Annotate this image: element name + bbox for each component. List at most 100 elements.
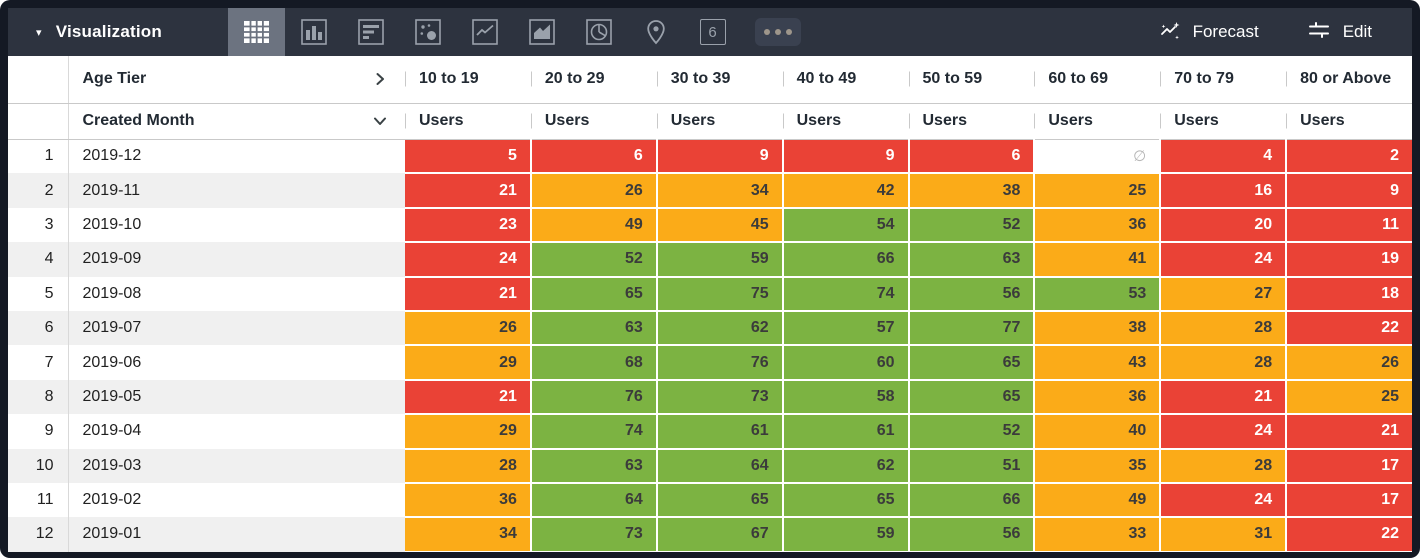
value-cell[interactable]: 65 <box>656 482 784 519</box>
value-cell[interactable]: 28 <box>1160 310 1288 347</box>
value-cell[interactable]: 62 <box>782 448 910 484</box>
value-cell[interactable]: 36 <box>405 482 532 519</box>
value-cell[interactable]: 26 <box>1286 345 1412 381</box>
measure-header[interactable]: Users <box>656 103 783 140</box>
value-cell[interactable]: 24 <box>1160 414 1288 450</box>
value-cell[interactable]: 66 <box>908 482 1036 519</box>
value-cell[interactable]: 51 <box>908 448 1036 484</box>
month-cell[interactable]: 2019-02 <box>82 491 142 509</box>
value-cell[interactable]: 68 <box>530 345 658 381</box>
value-cell[interactable]: 41 <box>1034 242 1162 278</box>
viz-type-table-button[interactable] <box>228 8 285 56</box>
column-header[interactable]: 40 to 49 <box>782 56 909 104</box>
value-cell[interactable]: 24 <box>1160 482 1288 519</box>
value-cell[interactable]: 61 <box>656 414 784 450</box>
value-cell[interactable]: 57 <box>782 310 910 347</box>
value-cell[interactable]: 31 <box>1160 517 1288 552</box>
value-cell[interactable]: 21 <box>1286 414 1412 450</box>
chevron-right-icon[interactable] <box>371 70 389 88</box>
value-cell[interactable]: 73 <box>530 517 658 552</box>
value-cell[interactable]: 20 <box>1160 207 1288 244</box>
value-cell[interactable]: 49 <box>1034 482 1162 519</box>
value-cell[interactable]: 5 <box>405 139 532 175</box>
value-cell[interactable]: 65 <box>530 276 658 312</box>
visualization-section-toggle[interactable]: ▾ Visualization <box>8 22 228 42</box>
viz-type-scatter-button[interactable] <box>399 8 456 56</box>
value-cell[interactable]: 28 <box>1160 448 1288 484</box>
value-cell[interactable]: 26 <box>405 310 532 347</box>
value-cell[interactable]: 23 <box>405 207 532 244</box>
value-cell[interactable]: 17 <box>1286 482 1412 519</box>
measure-header[interactable]: Users <box>1034 103 1161 140</box>
value-cell[interactable]: 21 <box>405 276 532 312</box>
value-cell[interactable]: 9 <box>656 139 784 175</box>
value-cell[interactable]: 34 <box>656 173 784 209</box>
measure-header[interactable]: Users <box>782 103 909 140</box>
value-cell[interactable]: 43 <box>1034 345 1162 381</box>
value-cell[interactable]: 63 <box>530 448 658 484</box>
value-cell[interactable]: 4 <box>1160 139 1288 175</box>
viz-type-pie-button[interactable] <box>570 8 627 56</box>
column-header[interactable]: 70 to 79 <box>1160 56 1287 104</box>
more-viz-types-button[interactable] <box>755 18 801 46</box>
value-cell[interactable]: 54 <box>782 207 910 244</box>
value-cell[interactable]: 56 <box>908 517 1036 552</box>
value-cell[interactable]: 66 <box>782 242 910 278</box>
value-cell[interactable]: 56 <box>908 276 1036 312</box>
value-cell[interactable]: 52 <box>908 207 1036 244</box>
value-cell[interactable]: 58 <box>782 379 910 416</box>
value-cell[interactable]: 9 <box>1286 173 1412 209</box>
value-cell[interactable]: 29 <box>405 414 532 450</box>
month-cell[interactable]: 2019-05 <box>82 387 142 405</box>
value-cell[interactable]: 9 <box>782 139 910 175</box>
viz-type-line-button[interactable] <box>456 8 513 56</box>
value-cell[interactable]: 16 <box>1160 173 1288 209</box>
month-cell[interactable]: 2019-12 <box>82 147 142 165</box>
value-cell[interactable]: 19 <box>1286 242 1412 278</box>
viz-type-bar-button[interactable] <box>285 8 342 56</box>
value-cell[interactable]: 65 <box>782 482 910 519</box>
value-cell[interactable]: 52 <box>530 242 658 278</box>
value-cell[interactable]: 21 <box>405 173 532 209</box>
value-cell[interactable]: 21 <box>1160 379 1288 416</box>
value-cell[interactable]: 77 <box>908 310 1036 347</box>
viz-type-single-value-button[interactable]: 6 <box>684 8 741 56</box>
value-cell[interactable]: 65 <box>908 345 1036 381</box>
month-cell[interactable]: 2019-10 <box>82 215 142 233</box>
column-header[interactable]: 50 to 59 <box>908 56 1035 104</box>
value-cell[interactable]: 34 <box>405 517 532 552</box>
value-cell[interactable]: 75 <box>656 276 784 312</box>
value-cell[interactable]: 65 <box>908 379 1036 416</box>
value-cell[interactable]: 62 <box>656 310 784 347</box>
chevron-down-icon[interactable] <box>371 112 389 130</box>
viz-type-horizontal-bar-button[interactable] <box>342 8 399 56</box>
value-cell[interactable]: 36 <box>1034 207 1162 244</box>
value-cell[interactable]: 74 <box>782 276 910 312</box>
month-cell[interactable]: 2019-01 <box>82 525 142 543</box>
column-header[interactable]: 30 to 39 <box>656 56 783 104</box>
value-cell[interactable]: 24 <box>405 242 532 278</box>
value-cell[interactable]: 61 <box>782 414 910 450</box>
value-cell[interactable]: 38 <box>908 173 1036 209</box>
value-cell[interactable]: 22 <box>1286 310 1412 347</box>
value-cell[interactable]: 2 <box>1286 139 1412 175</box>
value-cell[interactable]: 6 <box>908 139 1036 175</box>
value-cell[interactable]: 74 <box>530 414 658 450</box>
value-cell[interactable]: 49 <box>530 207 658 244</box>
month-cell[interactable]: 2019-06 <box>82 353 142 371</box>
measure-header[interactable]: Users <box>1286 103 1412 140</box>
value-cell[interactable]: 53 <box>1034 276 1162 312</box>
month-cell[interactable]: 2019-11 <box>82 181 141 199</box>
value-cell[interactable]: 59 <box>782 517 910 552</box>
value-cell[interactable]: 28 <box>405 448 532 484</box>
value-cell[interactable]: 22 <box>1286 517 1412 552</box>
value-cell[interactable]: 63 <box>908 242 1036 278</box>
value-cell[interactable]: 36 <box>1034 379 1162 416</box>
value-cell[interactable]: 76 <box>656 345 784 381</box>
value-cell[interactable]: 26 <box>530 173 658 209</box>
column-header[interactable]: 20 to 29 <box>530 56 657 104</box>
pivot-field-header[interactable]: Age Tier <box>67 56 405 104</box>
value-cell[interactable]: 33 <box>1034 517 1162 552</box>
value-cell[interactable]: 29 <box>405 345 532 381</box>
month-cell[interactable]: 2019-09 <box>82 250 142 268</box>
